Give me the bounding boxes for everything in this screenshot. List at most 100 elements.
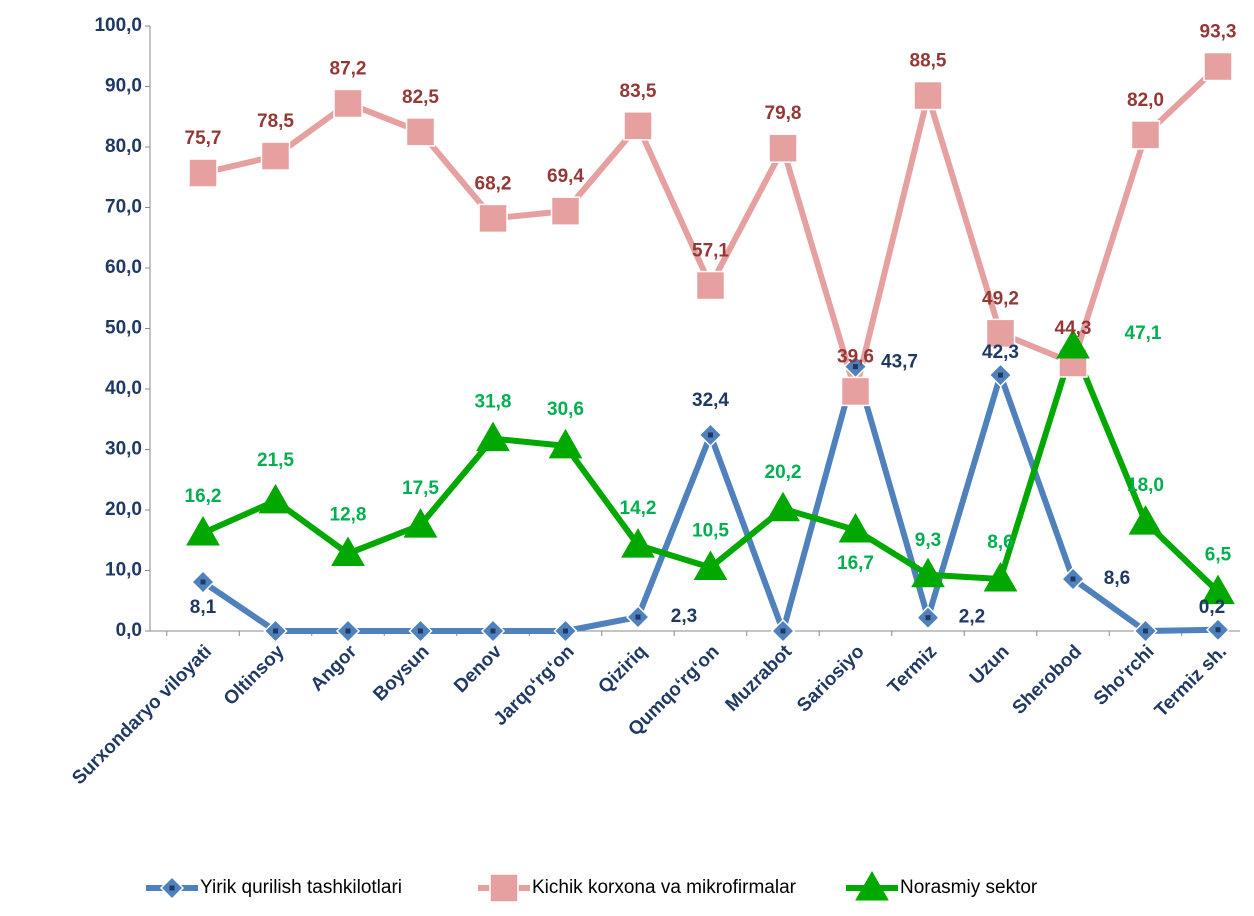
y-tick-label: 40,0 [105, 378, 142, 399]
point-marker [913, 80, 943, 111]
data-label: 69,4 [547, 166, 584, 187]
data-label: 17,5 [402, 478, 439, 499]
data-label: 78,5 [257, 111, 294, 132]
marker-dot [1143, 628, 1148, 634]
data-label: 83,5 [620, 81, 657, 102]
point-marker [1060, 566, 1086, 592]
marker-dot [345, 628, 351, 634]
point-marker [550, 196, 581, 226]
data-label: 8,6 [987, 532, 1013, 553]
data-label: 9,3 [915, 530, 941, 551]
point-marker [258, 483, 293, 514]
data-label: 8,1 [190, 597, 217, 618]
point-marker [621, 528, 655, 558]
point-marker [840, 376, 871, 407]
legend-label: Norasmiy sektor [900, 877, 1038, 898]
point-marker [768, 133, 798, 163]
data-label: 8,6 [1104, 568, 1130, 589]
y-tick-label: 70,0 [105, 197, 142, 218]
y-tick-label: 60,0 [105, 257, 142, 278]
point-marker [333, 88, 363, 119]
point-marker [838, 512, 873, 543]
marker-dot [998, 372, 1003, 378]
point-marker [695, 270, 726, 301]
point-marker [263, 618, 288, 644]
point-marker [1203, 51, 1233, 82]
data-label: 30,6 [547, 399, 584, 420]
marker-dot [490, 628, 496, 634]
data-label: 79,8 [765, 103, 802, 124]
data-label: 16,2 [185, 486, 222, 507]
point-marker [548, 428, 583, 459]
point-marker [186, 515, 220, 546]
y-tick-label: 80,0 [105, 136, 142, 157]
marker-dot [925, 615, 931, 621]
data-label: 43,7 [881, 352, 918, 373]
data-label: 12,8 [330, 505, 367, 526]
point-marker [1201, 574, 1235, 605]
point-marker [331, 536, 365, 567]
point-marker [985, 318, 1016, 349]
y-tick-label: 30,0 [105, 439, 142, 460]
point-marker [983, 561, 1018, 592]
data-label: 20,2 [765, 462, 802, 483]
y-tick-label: 100,0 [94, 15, 142, 36]
point-marker [405, 117, 436, 147]
point-marker [1056, 329, 1090, 359]
y-tick-label: 10,0 [105, 560, 142, 581]
data-label: 2,3 [671, 606, 697, 627]
point-marker [911, 557, 945, 588]
legend-marker [159, 875, 185, 901]
marker-dot [1215, 627, 1221, 633]
data-label: 57,1 [692, 241, 729, 262]
data-label: 14,2 [620, 498, 657, 519]
y-tick-label: 20,0 [105, 499, 142, 520]
data-label: 82,0 [1127, 90, 1164, 111]
legend-marker [855, 870, 889, 901]
point-marker [408, 618, 433, 644]
point-marker [1128, 505, 1163, 535]
data-label: 18,0 [1127, 475, 1164, 496]
data-label: 21,5 [257, 450, 294, 471]
point-marker [693, 550, 728, 580]
point-marker [335, 618, 361, 644]
point-marker [1133, 618, 1158, 644]
marker-dot [780, 628, 786, 634]
point-marker [480, 618, 506, 644]
point-marker [553, 618, 578, 644]
data-label: 82,5 [402, 87, 439, 108]
point-marker [625, 605, 651, 630]
data-label: 32,4 [692, 390, 729, 411]
marker-dot [563, 628, 568, 634]
point-marker [766, 491, 800, 522]
point-marker [476, 421, 510, 452]
data-label: 68,2 [475, 173, 512, 194]
data-label: 6,5 [1205, 545, 1232, 566]
legend-marker [489, 873, 519, 903]
data-label: 10,5 [692, 520, 729, 541]
y-tick-label: 0,0 [116, 620, 142, 641]
point-marker [698, 422, 723, 448]
data-label: 16,7 [837, 553, 874, 574]
point-marker [478, 203, 508, 234]
marker-dot [273, 628, 278, 634]
data-label: 87,2 [330, 58, 367, 79]
marker-dot [1070, 576, 1076, 582]
point-marker [260, 141, 291, 171]
y-tick-label: 50,0 [105, 318, 142, 339]
data-label: 0,2 [1199, 597, 1225, 618]
data-label: 75,7 [185, 128, 222, 149]
point-marker [190, 569, 216, 595]
marker-dot [708, 432, 713, 438]
point-marker [1205, 617, 1231, 642]
point-marker [915, 605, 941, 630]
y-tick-label: 90,0 [105, 76, 142, 97]
data-label: 44,3 [1055, 318, 1092, 339]
point-marker [770, 618, 796, 644]
legend-label: Yirik qurilish tashkilotlari [200, 877, 402, 898]
marker-dot [418, 628, 423, 634]
data-label: 39,6 [837, 346, 874, 367]
point-marker [403, 508, 438, 538]
